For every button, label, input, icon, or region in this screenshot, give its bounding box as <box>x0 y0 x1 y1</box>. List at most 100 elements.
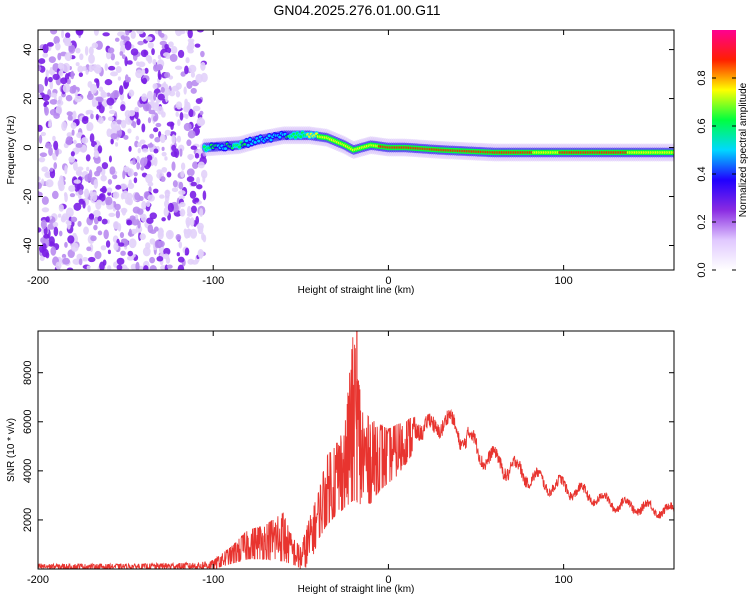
noise-blob <box>161 167 168 173</box>
noise-blob <box>96 199 103 206</box>
noise-blob <box>197 248 204 259</box>
noise-blob <box>158 73 162 80</box>
noise-blob <box>147 194 155 202</box>
noise-blob <box>75 62 80 67</box>
noise-blob <box>115 184 122 190</box>
noise-blob <box>170 46 178 54</box>
noise-blob <box>197 161 205 169</box>
noise-blob <box>189 190 197 199</box>
noise-blob <box>38 65 42 71</box>
noise-blob <box>146 154 153 161</box>
x-tick-label: -200 <box>27 275 49 287</box>
noise-blob <box>171 161 176 171</box>
noise-blob <box>156 169 163 174</box>
noise-blob <box>135 135 140 141</box>
noise-blob <box>66 78 71 85</box>
noise-blob <box>40 219 47 230</box>
x-tick-label: -200 <box>27 574 49 586</box>
noise-blob <box>39 255 45 262</box>
noise-blob <box>134 110 139 120</box>
noise-blob <box>135 225 143 233</box>
noise-blob <box>49 167 54 172</box>
noise-blob <box>130 228 138 235</box>
noise-blob <box>48 122 53 129</box>
noise-blob <box>59 180 63 191</box>
noise-blob <box>134 192 140 201</box>
noise-blob <box>171 144 177 152</box>
noise-blob <box>55 261 62 270</box>
noise-blob <box>150 95 154 105</box>
noise-blob <box>159 194 165 199</box>
noise-blob <box>49 80 54 90</box>
noise-blob <box>202 234 207 243</box>
noise-blob <box>46 42 54 47</box>
noise-blob <box>166 121 175 127</box>
y-tick-label: 4000 <box>22 459 34 483</box>
noise-blob <box>179 208 186 217</box>
noise-blob <box>91 191 98 202</box>
noise-blob <box>60 77 68 85</box>
ridge-core <box>237 145 242 149</box>
colorbar-label: Normalized spectral amplitude <box>738 82 749 217</box>
noise-blob <box>191 259 199 265</box>
noise-blob <box>178 144 185 152</box>
noise-blob <box>185 57 190 64</box>
noise-blob <box>196 176 201 185</box>
noise-blob <box>175 90 181 98</box>
noise-blob <box>55 42 61 51</box>
noise-blob <box>134 214 139 220</box>
noise-blob <box>145 54 152 62</box>
noise-blob <box>93 150 100 158</box>
noise-blob <box>47 69 56 74</box>
noise-blob <box>75 143 83 148</box>
noise-blob <box>124 197 132 205</box>
noise-blob <box>112 89 120 99</box>
noise-blob <box>177 264 185 270</box>
snr-background <box>38 331 674 569</box>
noise-blob <box>87 205 91 213</box>
noise-blob <box>126 60 133 65</box>
noise-blob <box>75 47 81 54</box>
noise-blob <box>114 203 121 211</box>
noise-blob <box>72 139 77 145</box>
noise-blob <box>86 265 91 270</box>
noise-blob <box>153 92 157 101</box>
noise-blob <box>50 30 58 35</box>
noise-blob <box>86 122 94 132</box>
noise-blob <box>103 229 109 240</box>
noise-blob <box>38 156 46 163</box>
noise-blob <box>70 151 75 157</box>
noise-blob <box>62 83 71 93</box>
noise-blob <box>184 247 190 256</box>
ridge-core <box>223 147 228 151</box>
noise-blob <box>195 98 203 105</box>
noise-blob <box>49 99 58 105</box>
noise-blob <box>106 92 111 97</box>
noise-blob <box>120 104 126 112</box>
noise-blob <box>188 108 194 118</box>
noise-blob <box>53 226 59 237</box>
noise-blob <box>190 71 196 78</box>
noise-blob <box>186 44 193 51</box>
noise-blob <box>127 250 134 257</box>
noise-blob <box>108 109 116 115</box>
noise-blob <box>115 119 123 125</box>
noise-blob <box>137 40 145 46</box>
noise-blob <box>117 124 121 131</box>
noise-blob <box>67 114 73 121</box>
noise-blob <box>194 197 200 203</box>
noise-blob <box>120 238 127 243</box>
noise-blob <box>190 145 198 150</box>
noise-blob <box>146 160 152 168</box>
noise-blob <box>163 72 171 79</box>
noise-blob <box>177 256 185 263</box>
noise-blob <box>157 93 165 101</box>
noise-blob <box>40 131 47 137</box>
noise-blob <box>100 174 107 182</box>
ridge-core <box>269 138 273 142</box>
noise-blob <box>120 35 126 40</box>
noise-blob <box>64 37 71 43</box>
noise-blob <box>159 32 165 38</box>
noise-blob <box>112 221 120 230</box>
noise-blob <box>68 156 76 163</box>
